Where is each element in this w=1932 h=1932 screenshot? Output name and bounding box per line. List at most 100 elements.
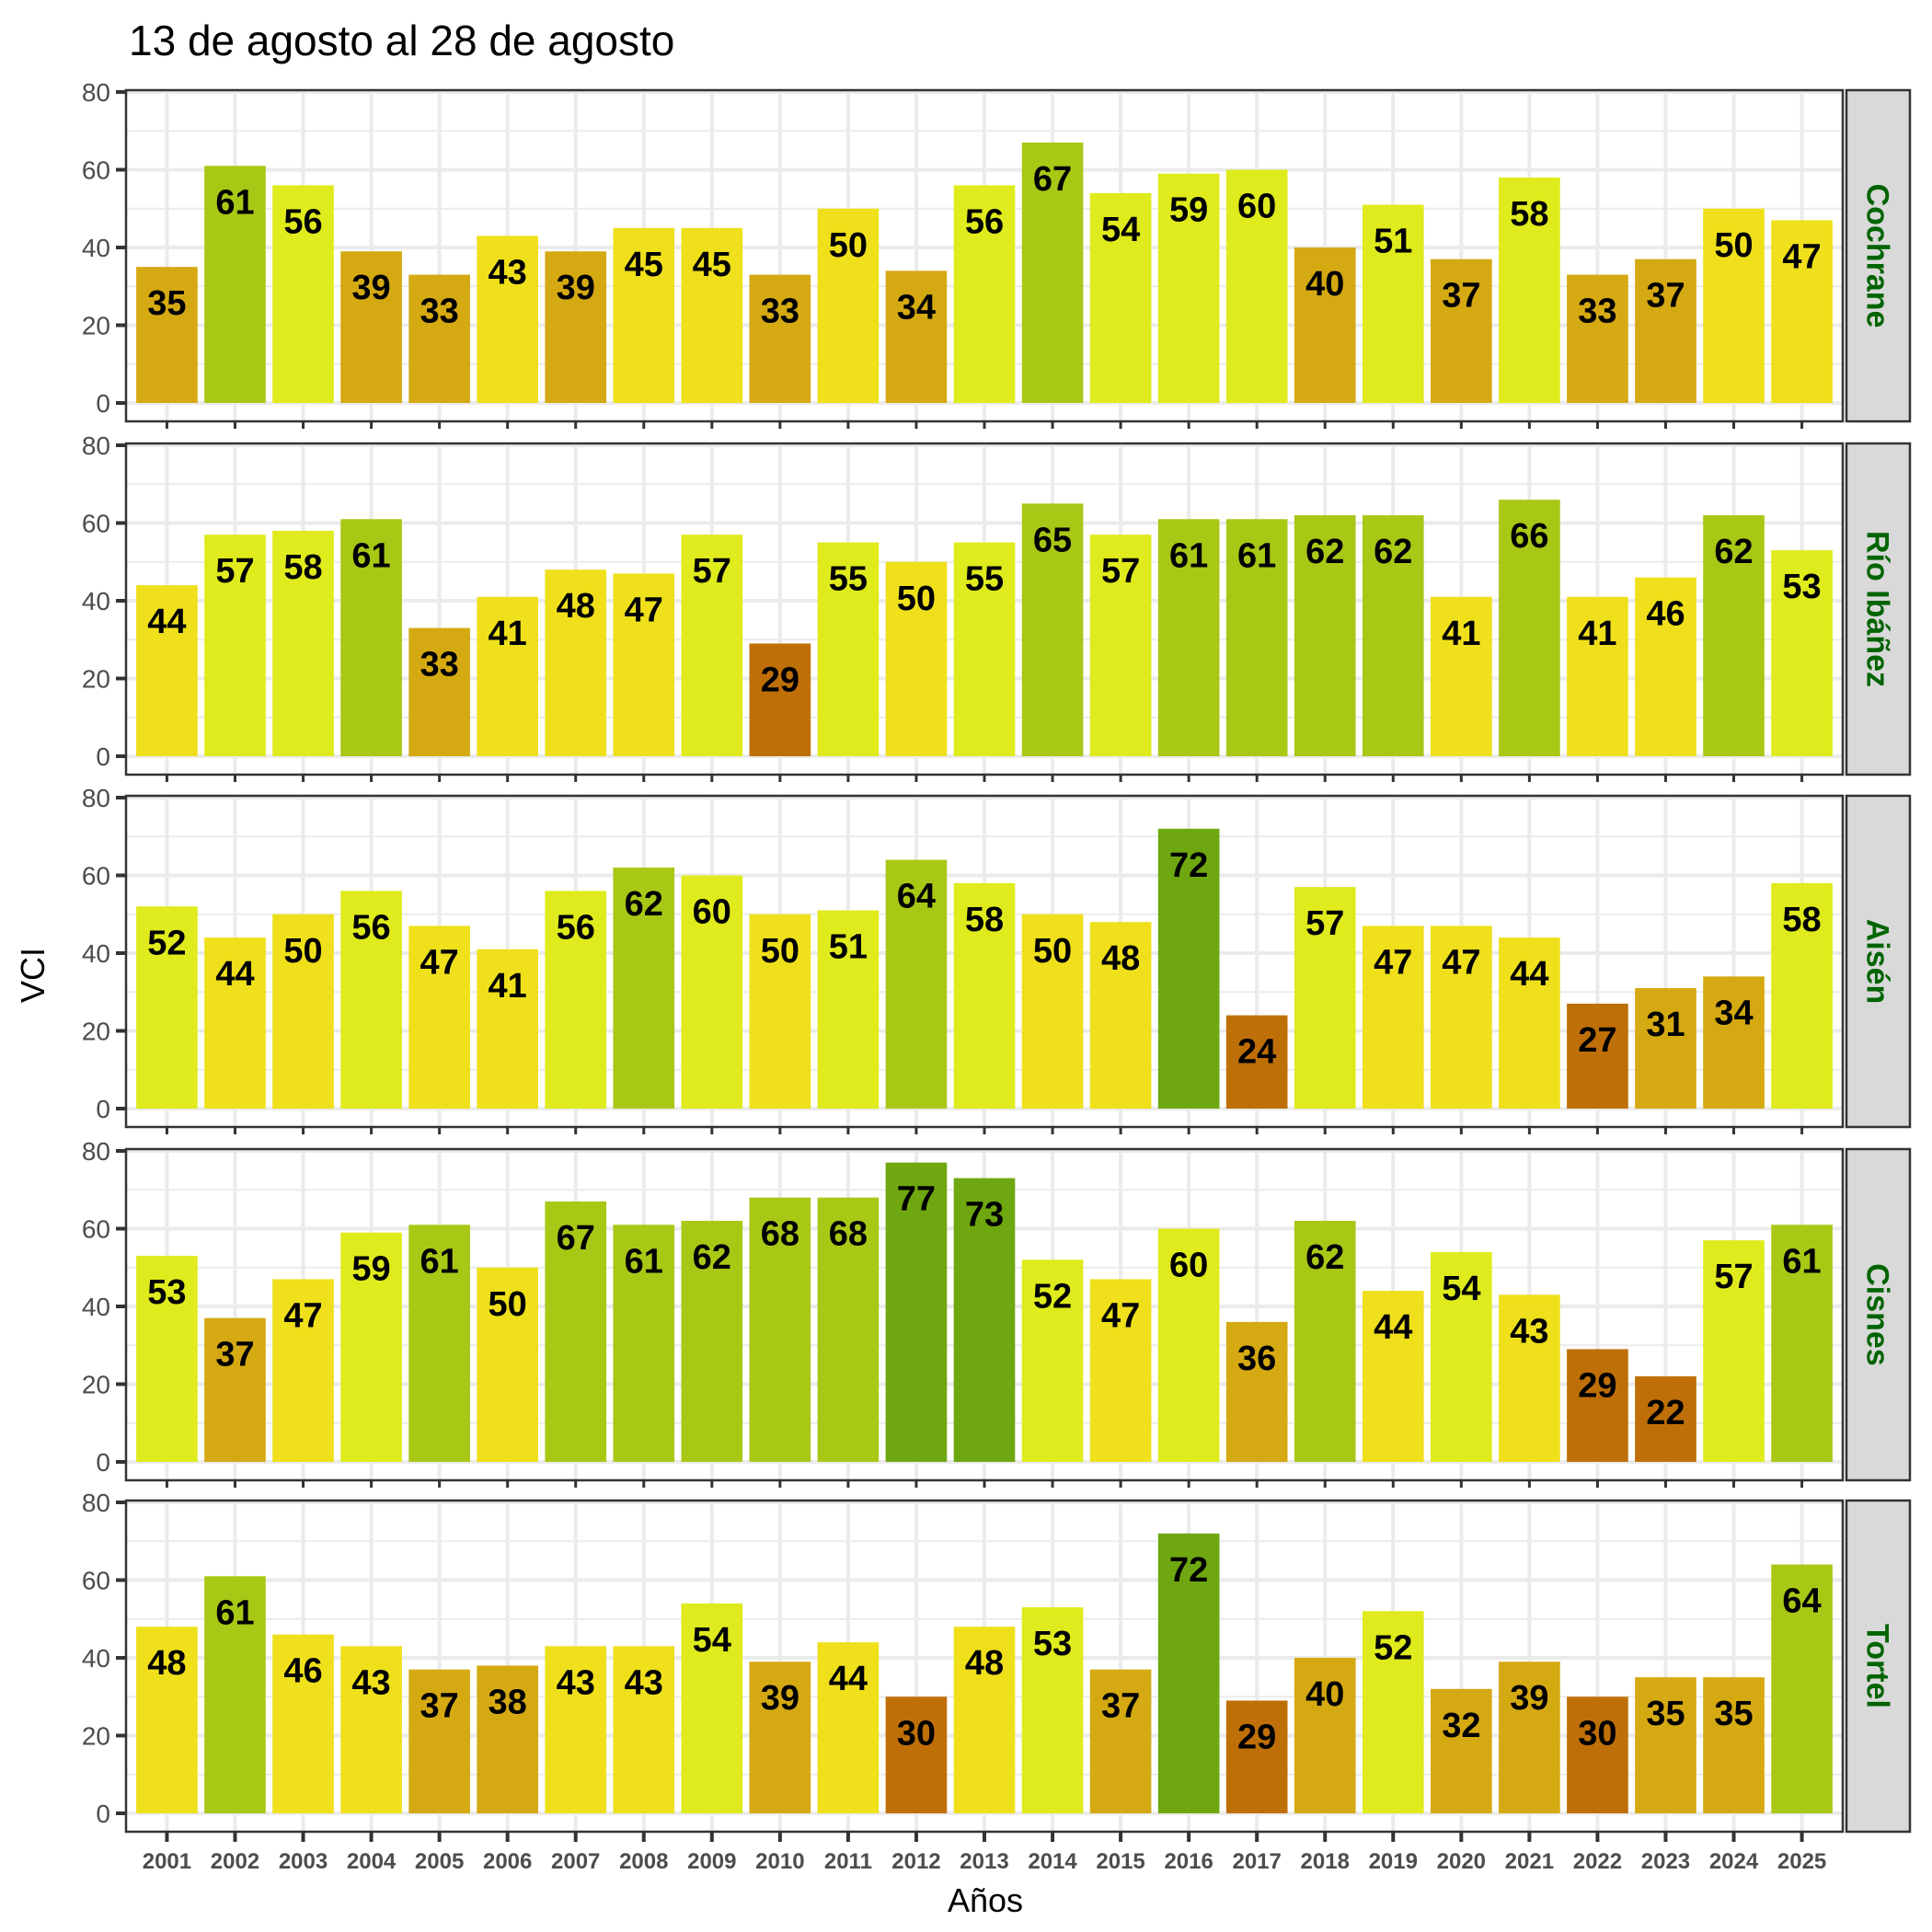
bar-cisnes-2004 (340, 1232, 402, 1462)
bar-value-label: 36 (1237, 1340, 1276, 1378)
bar-roibez-2005 (408, 627, 470, 756)
bar-aisn-2002 (204, 937, 266, 1109)
x-tick-label: 2005 (415, 1849, 464, 1874)
bar-aisn-2025 (1771, 882, 1833, 1109)
x-tick-label: 2004 (347, 1849, 397, 1874)
bar-aisn-2018 (1294, 887, 1356, 1109)
bar-value-label: 33 (761, 293, 799, 331)
bar-cisnes-2015 (1089, 1279, 1152, 1462)
bar-value-label: 68 (829, 1215, 868, 1254)
facet-panel: 44 57 58 61 33 41 48 47 57 29 55 50 55 65 57 61 61 62 62 41… (82, 431, 1912, 782)
x-axis-label: Años (948, 1881, 1023, 1919)
bar-cochrane-2008 (613, 227, 675, 403)
bar-value-label: 55 (829, 560, 868, 599)
bar-value-label: 67 (557, 1219, 595, 1258)
bar-cochrane-2009 (681, 227, 743, 403)
x-tick-label: 2022 (1573, 1849, 1622, 1874)
bar-roibez-2010 (749, 643, 811, 756)
bar-value-label: 37 (420, 1687, 458, 1726)
bar-value-label: 56 (965, 202, 1004, 241)
bar-value-label: 52 (1033, 1277, 1072, 1316)
bar-value-label: 35 (1714, 1695, 1753, 1733)
bar-value-label: 54 (1101, 211, 1140, 249)
bar-value-label: 62 (693, 1238, 731, 1277)
bar-cisnes-2013 (953, 1178, 1016, 1462)
x-tick-label: 2018 (1301, 1849, 1350, 1874)
y-tick-label: 20 (82, 1018, 110, 1046)
bar-roibez-2021 (1499, 500, 1560, 756)
bar-value-label: 58 (1782, 901, 1821, 939)
y-axis-label: VCI (14, 948, 52, 1003)
bar-roibez-2022 (1567, 596, 1628, 756)
facet-panels: 35 61 56 39 33 43 39 45 45 33 50 34 56 67 54 59 60 40 51 37… (82, 78, 1912, 1834)
bar-value-label: 50 (761, 932, 799, 971)
bar-cochrane-2020 (1431, 259, 1492, 403)
bar-cochrane-2010 (749, 274, 811, 403)
bar-aisn-2019 (1362, 926, 1424, 1109)
bar-value-label: 59 (351, 1250, 390, 1289)
bar-tortel-2008 (613, 1646, 675, 1813)
bar-value-label: 67 (1033, 160, 1072, 199)
bar-value-label: 48 (147, 1644, 186, 1683)
facet-strip-label: Aisén (1860, 919, 1895, 1005)
bar-roibez-2019 (1362, 515, 1424, 756)
bar-aisn-2004 (340, 891, 402, 1109)
bar-cisnes-2002 (204, 1317, 266, 1462)
y-tick-label: 0 (96, 1448, 110, 1477)
bar-value-label: 53 (1033, 1625, 1072, 1663)
bar-value-label: 41 (489, 615, 527, 653)
bar-value-label: 44 (147, 603, 186, 641)
x-tick-label: 2003 (279, 1849, 328, 1874)
bar-value-label: 50 (897, 580, 936, 618)
bar-value-label: 44 (1510, 955, 1548, 994)
bar-value-label: 51 (829, 928, 868, 967)
bar-value-label: 56 (557, 908, 595, 947)
bar-roibez-2011 (817, 542, 880, 756)
bar-value-label: 72 (1169, 846, 1208, 885)
x-tick-label: 2015 (1096, 1849, 1144, 1874)
bar-cisnes-2009 (681, 1221, 743, 1462)
bar-cochrane-2021 (1499, 177, 1560, 403)
bar-value-label: 64 (1782, 1582, 1821, 1621)
bar-aisn-2010 (749, 914, 811, 1109)
bar-value-label: 39 (761, 1679, 799, 1718)
bar-value-label: 50 (1714, 226, 1753, 265)
bar-cisnes-2012 (885, 1162, 948, 1462)
bar-cochrane-2016 (1157, 173, 1220, 403)
bar-value-label: 62 (1305, 533, 1344, 571)
x-tick-label: 2025 (1777, 1849, 1826, 1874)
y-tick-label: 0 (96, 1095, 110, 1123)
x-tick-label: 2001 (143, 1849, 191, 1874)
bar-roibez-2025 (1771, 550, 1833, 756)
facet-strip-label: Tortel (1860, 1624, 1895, 1708)
bar-aisn-2022 (1567, 1003, 1628, 1109)
y-tick-label: 20 (82, 312, 110, 340)
facet-strip (1845, 442, 1912, 776)
facet-strip-label: Río Ibáñez (1860, 531, 1895, 687)
bar-value-label: 27 (1578, 1021, 1616, 1060)
bar-value-label: 57 (215, 552, 254, 591)
bar-cisnes-2024 (1703, 1240, 1765, 1462)
facet-strip (1845, 1147, 1912, 1482)
bar-value-label: 54 (693, 1621, 731, 1660)
bar-value-label: 58 (965, 901, 1004, 939)
bar-value-label: 62 (1305, 1238, 1344, 1277)
bar-value-label: 35 (147, 284, 186, 323)
bar-value-label: 73 (965, 1196, 1004, 1235)
bar-value-label: 66 (1510, 517, 1548, 556)
y-tick-label: 40 (82, 587, 110, 615)
bar-value-label: 37 (1101, 1687, 1140, 1726)
bar-aisn-2017 (1225, 1015, 1288, 1109)
y-tick-label: 40 (82, 1293, 110, 1321)
bar-value-label: 31 (1646, 1006, 1685, 1044)
bar-tortel-2001 (136, 1627, 198, 1813)
bar-tortel-2025 (1771, 1564, 1833, 1813)
x-tick-label: 2013 (960, 1849, 1008, 1874)
bar-cisnes-2022 (1567, 1349, 1628, 1462)
bar-tortel-2024 (1703, 1677, 1765, 1813)
bar-cochrane-2006 (477, 236, 538, 403)
bar-value-label: 50 (1033, 932, 1072, 971)
bar-value-label: 46 (1646, 595, 1685, 634)
bar-value-label: 29 (1578, 1366, 1616, 1405)
